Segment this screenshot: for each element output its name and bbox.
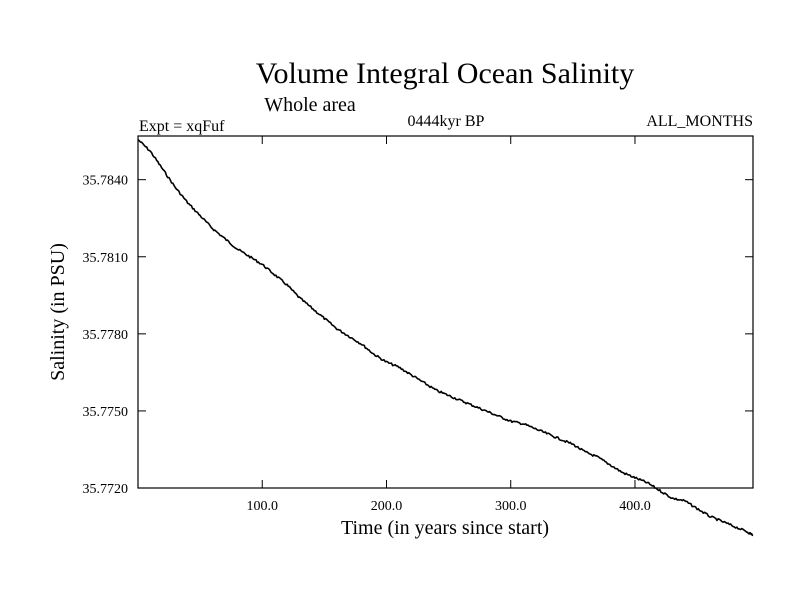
y-tick-label: 35.7810: [83, 251, 129, 266]
x-tick-label: 400.0: [619, 499, 651, 514]
experiment-label: Expt = xqFuf: [139, 118, 225, 135]
chart-title: Volume Integral Ocean Salinity: [256, 57, 635, 90]
x-axis-label: Time (in years since start): [341, 517, 549, 539]
y-tick-label: 35.7780: [83, 328, 129, 343]
period-label: 0444kyr BP: [408, 113, 485, 130]
y-tick-label: 35.7840: [83, 174, 129, 189]
x-tick-label: 100.0: [246, 499, 278, 514]
y-tick-label: 35.7720: [83, 482, 129, 497]
plot-frame: [137, 135, 754, 489]
y-tick-label: 35.7750: [83, 405, 129, 420]
series-line-salinity: [137, 139, 754, 537]
months-label: ALL_MONTHS: [646, 113, 753, 130]
y-axis-label: Salinity (in PSU): [47, 243, 69, 381]
chart-subtitle: Whole area: [264, 94, 356, 116]
y-axis: 35.7720 35.7750 35.7780 35.7810 35.7840: [83, 174, 753, 497]
series-layer: [137, 139, 754, 537]
x-tick-label: 200.0: [371, 499, 403, 514]
x-axis: 100.0 200.0 300.0 400.0: [246, 136, 651, 514]
x-tick-label: 300.0: [495, 499, 527, 514]
